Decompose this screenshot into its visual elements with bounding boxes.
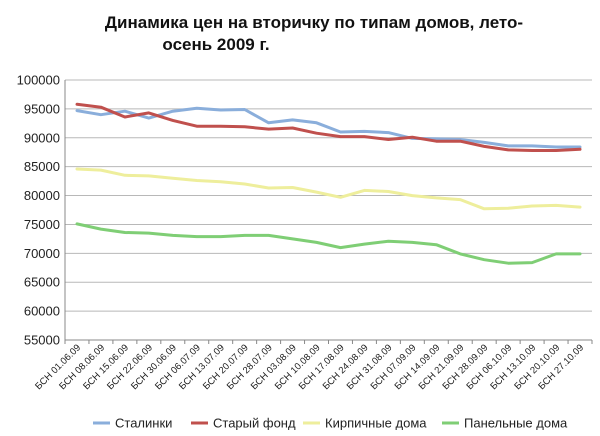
series-line-1 [75, 106, 582, 149]
legend-label: Панельные дома [464, 416, 568, 431]
legend-label: Старый фонд [213, 416, 296, 431]
chart-title-line-2: осень 2009 г. [162, 35, 269, 54]
legend-label: Кирпичные дома [325, 416, 427, 431]
y-tick-label: 100000 [17, 73, 60, 88]
y-tick-label: 95000 [24, 101, 60, 116]
y-tick-label: 60000 [24, 304, 60, 319]
y-tick-label: 70000 [24, 246, 60, 261]
series-line-3 [75, 167, 582, 211]
y-tick-label: 85000 [24, 159, 60, 174]
legend-label: Сталинки [115, 416, 172, 431]
legend: Сталинки Старый фонд Кирпичные дома Панельн… [93, 416, 568, 431]
y-tick-label: 75000 [24, 217, 60, 232]
y-tick-label: 80000 [24, 188, 60, 203]
chart-title-line-1: Динамика цен на вторичку по типам домов,… [105, 13, 523, 32]
y-tick-label: 55000 [24, 333, 60, 348]
y-tick-label: 65000 [24, 275, 60, 290]
series-line-4 [75, 222, 582, 265]
series-line-2 [75, 102, 582, 152]
y-tick-label: 90000 [24, 130, 60, 145]
plot-area: 55000 60000 65000 70000 75000 80000 85000 90000… [17, 73, 593, 392]
